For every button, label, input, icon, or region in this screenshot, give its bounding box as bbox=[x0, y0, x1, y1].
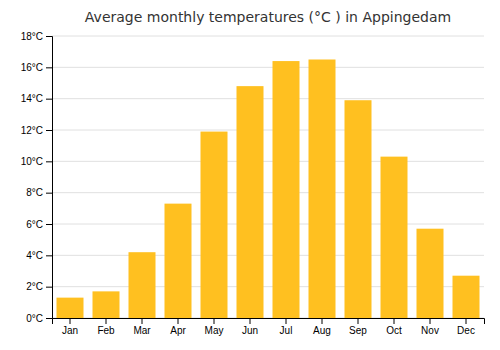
y-axis: 0°C 2°C 4°C 6°C 8°C 10°C 12°C 14°C 16°C 18°C bbox=[21, 31, 53, 324]
bar bbox=[57, 298, 84, 318]
x-tick-mark bbox=[214, 318, 215, 324]
x-tick-mark bbox=[178, 318, 179, 324]
x-tick-mark bbox=[106, 318, 107, 324]
y-tick-label: 0°C bbox=[26, 313, 43, 324]
x-tick: Sep bbox=[349, 318, 367, 336]
y-tick: 8°C bbox=[26, 187, 52, 198]
x-tick: Jun bbox=[242, 318, 258, 336]
y-tick-label: 8°C bbox=[26, 187, 43, 198]
x-tick-mark bbox=[358, 318, 359, 324]
x-tick-label: Nov bbox=[421, 325, 439, 336]
y-tick: 16°C bbox=[21, 62, 52, 73]
grid-line bbox=[52, 192, 484, 193]
grid-line bbox=[52, 130, 484, 131]
y-tick-mark bbox=[46, 67, 52, 68]
y-tick: 4°C bbox=[26, 250, 52, 261]
x-tick-mark bbox=[250, 318, 251, 324]
x-tick: Nov bbox=[421, 318, 439, 336]
bar bbox=[93, 291, 120, 318]
x-tick-mark bbox=[394, 318, 395, 324]
y-tick: 12°C bbox=[21, 125, 52, 136]
y-tick-label: 2°C bbox=[26, 281, 43, 292]
bar bbox=[453, 276, 480, 318]
x-tick: Oct bbox=[386, 318, 402, 336]
x-axis-line bbox=[53, 319, 485, 325]
y-tick-label: 18°C bbox=[21, 31, 43, 42]
bars bbox=[57, 60, 480, 319]
x-tick-mark bbox=[430, 318, 431, 324]
x-tick-label: May bbox=[205, 325, 224, 336]
y-tick: 6°C bbox=[26, 219, 52, 230]
x-tick: Jan bbox=[62, 318, 78, 336]
x-tick-mark bbox=[142, 318, 143, 324]
y-tick: 10°C bbox=[21, 156, 52, 167]
x-tick-mark bbox=[466, 318, 467, 324]
y-tick: 2°C bbox=[26, 281, 52, 292]
x-tick-label: Aug bbox=[313, 325, 331, 336]
y-tick-label: 12°C bbox=[21, 125, 43, 136]
y-tick-mark bbox=[46, 287, 52, 288]
bar bbox=[345, 100, 372, 318]
y-tick-label: 10°C bbox=[21, 156, 43, 167]
x-tick-label: Mar bbox=[133, 325, 151, 336]
bar bbox=[273, 61, 300, 318]
x-tick-label: Feb bbox=[97, 325, 115, 336]
x-tick-label: Jul bbox=[280, 325, 293, 336]
y-tick-label: 14°C bbox=[21, 93, 43, 104]
grid-line bbox=[52, 161, 484, 162]
x-tick-mark bbox=[322, 318, 323, 324]
y-tick-label: 6°C bbox=[26, 219, 43, 230]
y-tick-label: 16°C bbox=[21, 62, 43, 73]
x-tick-label: Sep bbox=[349, 325, 367, 336]
y-tick-mark bbox=[46, 130, 52, 131]
x-tick-label: Dec bbox=[457, 325, 475, 336]
x-tick: Dec bbox=[457, 318, 475, 336]
y-axis-line bbox=[46, 37, 53, 319]
y-tick: 14°C bbox=[21, 93, 52, 104]
y-tick-mark bbox=[46, 99, 52, 100]
y-tick-mark bbox=[46, 36, 52, 37]
x-tick: Apr bbox=[170, 318, 186, 336]
y-tick-label: 4°C bbox=[26, 250, 43, 261]
bar bbox=[165, 204, 192, 318]
x-tick-label: Oct bbox=[386, 325, 402, 336]
grid-line bbox=[52, 67, 484, 68]
x-tick: Mar bbox=[133, 318, 151, 336]
y-tick-mark bbox=[46, 161, 52, 162]
y-tick: 18°C bbox=[21, 31, 52, 42]
y-tick-mark bbox=[46, 193, 52, 194]
y-tick-mark bbox=[46, 318, 52, 319]
x-tick-mark bbox=[70, 318, 71, 324]
grid bbox=[52, 36, 484, 318]
grid-line bbox=[52, 224, 484, 225]
bar bbox=[417, 229, 444, 318]
x-tick: Feb bbox=[97, 318, 115, 336]
x-tick-label: Jun bbox=[242, 325, 258, 336]
x-tick-label: Apr bbox=[170, 325, 186, 336]
bar bbox=[381, 157, 408, 318]
y-tick-mark bbox=[46, 255, 52, 256]
x-tick: Aug bbox=[313, 318, 331, 336]
chart: Jan Feb Mar Apr May Jun Jul Aug Sep Oct Nov Dec 0°C 2… bbox=[0, 0, 500, 350]
bar bbox=[129, 252, 156, 318]
grid-line bbox=[52, 98, 484, 99]
x-tick-label: Jan bbox=[62, 325, 78, 336]
y-tick-mark bbox=[46, 224, 52, 225]
bar bbox=[237, 86, 264, 318]
x-axis: Jan Feb Mar Apr May Jun Jul Aug Sep Oct Nov Dec bbox=[53, 318, 485, 336]
title: Average monthly temperatures (°C ) in Ap… bbox=[85, 9, 451, 25]
x-tick-mark bbox=[286, 318, 287, 324]
grid-line bbox=[52, 36, 484, 37]
bar bbox=[309, 60, 336, 319]
y-tick: 0°C bbox=[26, 313, 52, 324]
x-tick: May bbox=[205, 318, 224, 336]
x-tick: Jul bbox=[280, 318, 293, 336]
bar bbox=[201, 132, 228, 318]
plot: Jan Feb Mar Apr May Jun Jul Aug Sep Oct Nov Dec 0°C 2… bbox=[21, 31, 485, 336]
